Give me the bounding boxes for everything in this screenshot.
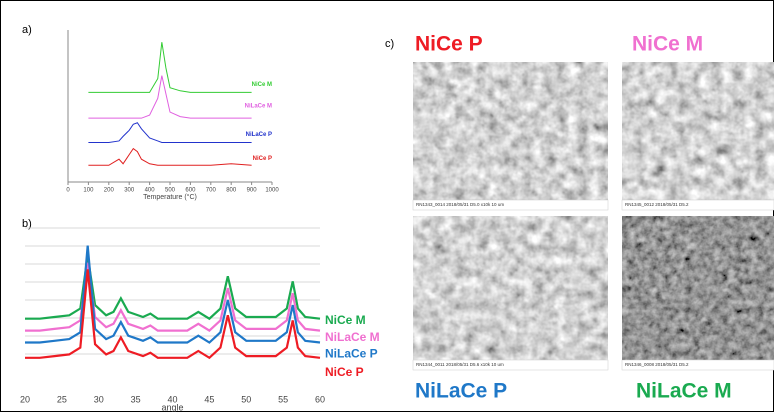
panel-label: b) <box>22 218 32 230</box>
curve <box>88 122 252 143</box>
curve <box>88 147 252 166</box>
x-tick-label: 0 <box>66 188 70 194</box>
x-tick-label: 25 <box>57 394 67 404</box>
micrograph-info-bar <box>621 359 774 371</box>
x-tick-label: 35 <box>131 394 141 404</box>
micrograph-caption: RN1344_0011 2018/05/31 D5.6 x10k 10 um <box>416 362 504 367</box>
micrograph-info-bar <box>621 199 774 211</box>
micrograph <box>413 62 608 200</box>
x-tick-label: 900 <box>247 188 258 194</box>
micrograph-caption: RN1343_0014 2018/05/31 D5.0 x10k 10 um <box>416 202 504 207</box>
panel-label: c) <box>385 38 394 50</box>
micrograph-caption: RN1345_0012 2018/05/31 D5.2 <box>625 202 689 207</box>
x-tick-label: 30 <box>94 394 104 404</box>
micrograph-label: NiLaCe P <box>415 380 507 403</box>
x-tick-label: 500 <box>165 188 176 194</box>
micrograph-info-bar <box>412 359 609 371</box>
x-tick-label: 800 <box>226 188 237 194</box>
x-tick-label: 700 <box>206 188 217 194</box>
x-tick-label: 45 <box>204 394 214 404</box>
x-tick-label: 40 <box>167 394 177 404</box>
x-tick-label: 400 <box>145 188 156 194</box>
series-label: NiCe P <box>253 156 272 162</box>
micrograph-caption: RN1346_0008 2018/05/31 D5.2 <box>625 362 689 367</box>
micrograph-label: NiCe P <box>415 33 483 56</box>
micrograph <box>622 216 774 360</box>
micrograph-info-bar <box>412 199 609 211</box>
series-label: NiCe M <box>325 313 366 327</box>
curve <box>25 245 321 344</box>
micrograph <box>622 62 774 200</box>
x-axis-title: angle <box>161 402 183 412</box>
x-axis-title: Temperature (°C) <box>143 193 197 201</box>
series-label: NiCe M <box>252 82 272 88</box>
x-tick-label: 55 <box>278 394 288 404</box>
x-tick-label: 300 <box>124 188 135 194</box>
x-tick-label: 600 <box>185 188 196 194</box>
micrograph-label: NiCe M <box>632 33 703 56</box>
curve <box>25 269 321 360</box>
x-tick-label: 200 <box>104 188 115 194</box>
x-tick-label: 1000 <box>265 188 279 194</box>
x-tick-label: 50 <box>241 394 251 404</box>
series-label: NiCe P <box>325 365 364 379</box>
curve <box>88 75 252 119</box>
curve <box>88 42 252 93</box>
series-label: NiLaCe M <box>245 104 272 110</box>
series-label: NiLaCe M <box>325 330 380 344</box>
series-label: NiLaCe P <box>246 132 272 138</box>
micrograph <box>413 216 608 360</box>
x-tick-label: 20 <box>20 394 30 404</box>
x-tick-label: 60 <box>315 394 325 404</box>
micrograph-label: NiLaCe M <box>636 380 732 403</box>
panel-label: a) <box>22 24 32 36</box>
series-label: NiLaCe P <box>325 347 378 361</box>
x-tick-label: 100 <box>83 188 94 194</box>
